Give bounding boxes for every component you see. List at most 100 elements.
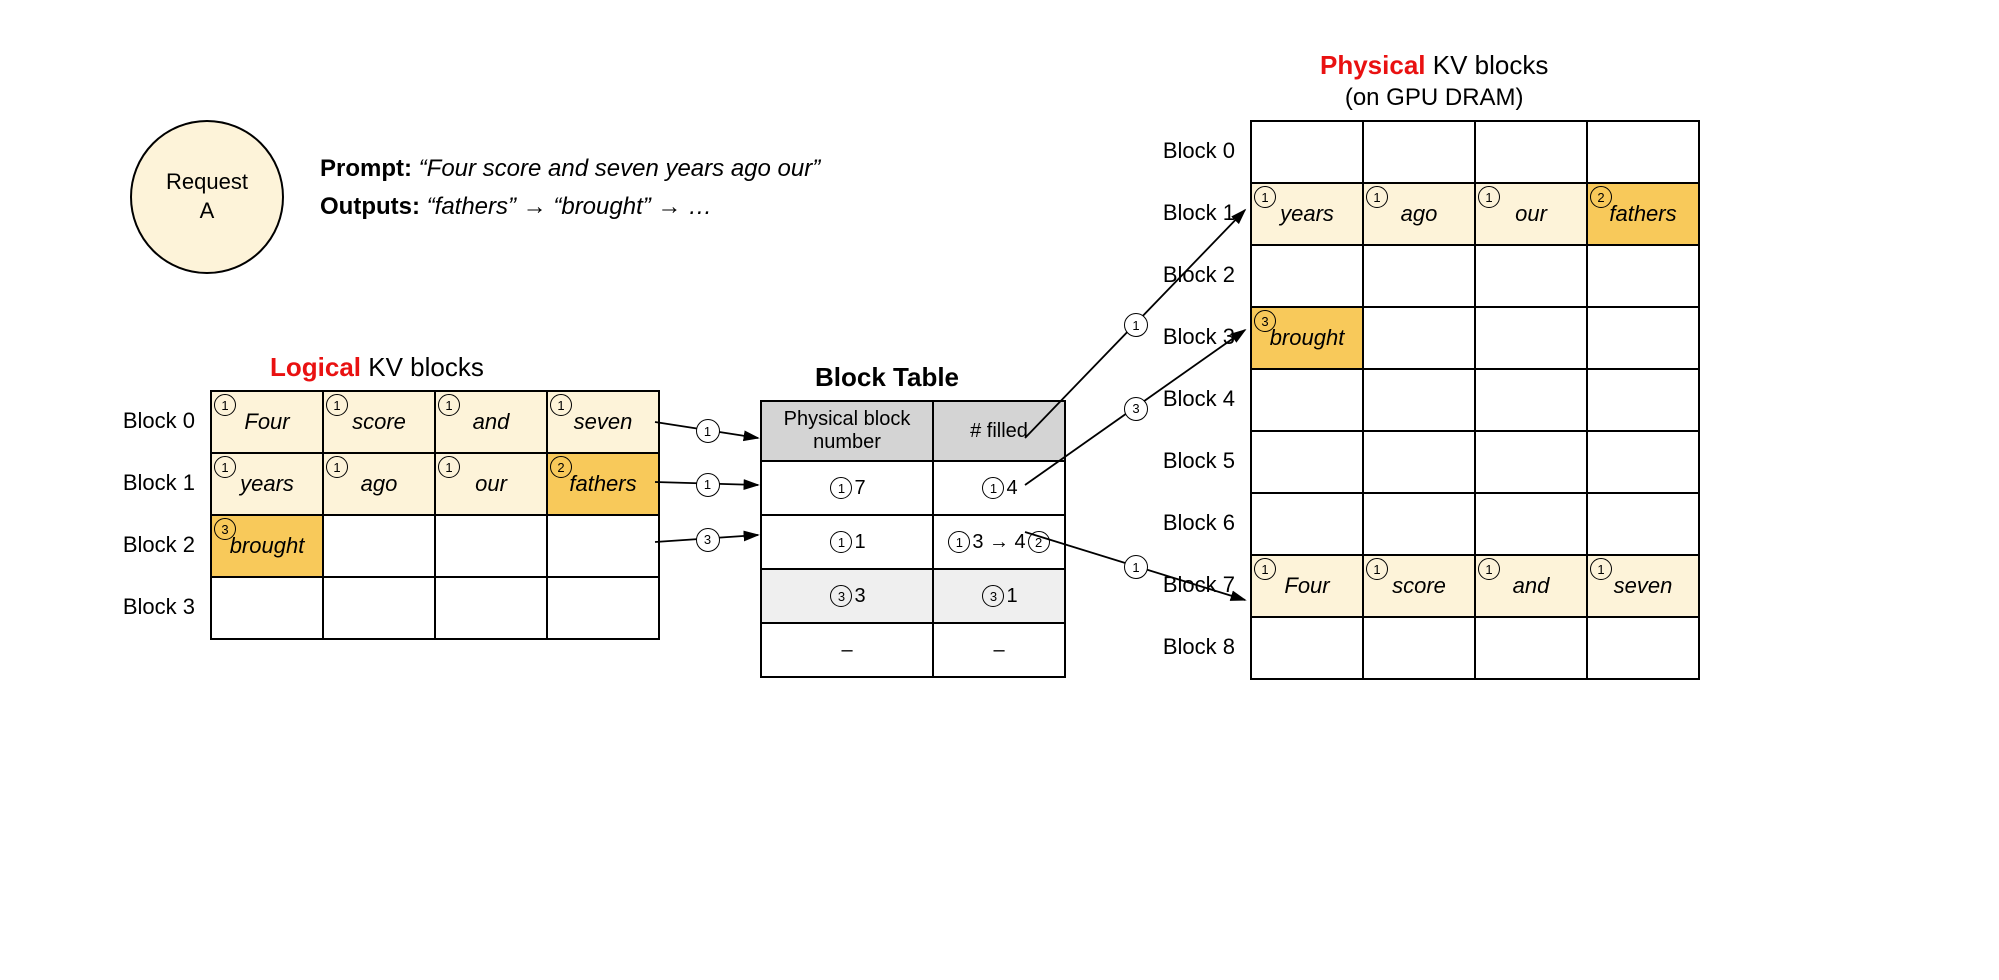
kv-cell: score1 [1363, 555, 1475, 617]
step-badge: 1 [326, 456, 348, 478]
kv-cell: brought3 [211, 515, 323, 577]
row-label: Block 0 [1145, 138, 1235, 164]
kv-cell [1587, 493, 1699, 555]
bt-filled: 31 [933, 569, 1065, 623]
step-badge: 3 [830, 585, 852, 607]
request-circle: Request A [130, 120, 284, 274]
step-badge: 1 [830, 477, 852, 499]
kv-cell [1251, 245, 1363, 307]
kv-cell [1363, 431, 1475, 493]
kv-cell [1251, 431, 1363, 493]
kv-cell [435, 577, 547, 639]
step-badge: 1 [696, 419, 720, 443]
prompt-label: Prompt: [320, 155, 412, 182]
step-badge: 1 [982, 477, 1004, 499]
kv-cell-text: score [1392, 573, 1446, 598]
step-badge: 1 [326, 394, 348, 416]
kv-cell [435, 515, 547, 577]
kv-cell [211, 577, 323, 639]
kv-cell [1363, 307, 1475, 369]
bt-physical-block: 33 [761, 569, 933, 623]
row-label: Block 1 [1145, 200, 1235, 226]
kv-cell-text: fathers [569, 471, 636, 496]
kv-cell: brought3 [1251, 307, 1363, 369]
request-label-2: A [200, 198, 215, 223]
bt-physical-block: 11 [761, 515, 933, 569]
step-badge: 1 [1366, 186, 1388, 208]
kv-cell: and 1 [1475, 555, 1587, 617]
kv-cell-text: brought [1270, 325, 1345, 350]
physical-title: Physical KV blocks (on GPU DRAM) [1320, 50, 1548, 112]
step-badge: 2 [1590, 186, 1612, 208]
kv-cell [1251, 617, 1363, 679]
kv-cell [1475, 307, 1587, 369]
logical-title: Logical KV blocks [270, 352, 484, 383]
step-badge: 3 [982, 585, 1004, 607]
kv-cell [323, 515, 435, 577]
kv-cell-text: score [352, 409, 406, 434]
kv-cell: fathers2 [1587, 183, 1699, 245]
kv-cell: and1 [435, 391, 547, 453]
step-badge: 1 [1124, 555, 1148, 579]
kv-cell: years1 [1251, 183, 1363, 245]
step-badge: 1 [830, 531, 852, 553]
block-table-title: Block Table [815, 362, 959, 393]
step-badge: 1 [1478, 558, 1500, 580]
kv-cell [1587, 369, 1699, 431]
row-label: Block 3 [1145, 324, 1235, 350]
row-label: Block 4 [1145, 386, 1235, 412]
step-badge: 3 [696, 528, 720, 552]
kv-cell-text: years [1280, 201, 1334, 226]
kv-cell [1475, 245, 1587, 307]
step-badge: 1 [214, 456, 236, 478]
logical-kv-table: Four1score1and1seven1years1ago1our1fathe… [210, 390, 660, 640]
step-badge: 3 [1254, 310, 1276, 332]
logical-title-red: Logical [270, 352, 361, 382]
kv-cell [1363, 245, 1475, 307]
kv-cell [1363, 617, 1475, 679]
outputs-label: Outputs: [320, 193, 420, 220]
kv-cell [1251, 493, 1363, 555]
step-badge: 3 [1124, 397, 1148, 421]
diagram-canvas: Request A Prompt: “Four score and seven … [40, 40, 1960, 940]
kv-cell: our1 [1475, 183, 1587, 245]
row-label: Block 7 [1145, 572, 1235, 598]
kv-cell [1587, 121, 1699, 183]
kv-cell-text: fathers [1609, 201, 1676, 226]
step-badge: 2 [550, 456, 572, 478]
kv-cell-text: seven [574, 409, 633, 434]
kv-cell [1475, 617, 1587, 679]
kv-cell-text: and [1513, 573, 1550, 598]
step-badge: 1 [1254, 186, 1276, 208]
physical-title-red: Physical [1320, 50, 1426, 80]
kv-cell [1363, 369, 1475, 431]
kv-cell-text: our [1515, 201, 1547, 226]
row-label: Block 2 [1145, 262, 1235, 288]
step-badge: 1 [438, 456, 460, 478]
kv-cell-text: ago [361, 471, 398, 496]
logical-title-rest: KV blocks [361, 352, 484, 382]
bt-col1: Physical block number [761, 401, 933, 461]
outputs-text: “fathers” → “brought” → … [427, 193, 712, 220]
kv-cell [1251, 121, 1363, 183]
kv-cell [1363, 493, 1475, 555]
kv-cell-text: ago [1401, 201, 1438, 226]
kv-cell [1475, 121, 1587, 183]
kv-cell [1475, 493, 1587, 555]
kv-cell [1587, 431, 1699, 493]
kv-cell [1475, 431, 1587, 493]
kv-cell [1363, 121, 1475, 183]
bt-col2: # filled [933, 401, 1065, 461]
kv-cell: seven1 [1587, 555, 1699, 617]
row-label: Block 6 [1145, 510, 1235, 536]
kv-cell-text: brought [230, 533, 305, 558]
row-label: Block 0 [105, 408, 195, 434]
step-badge: 1 [1254, 558, 1276, 580]
physical-kv-table: years1ago1our1fathers2brought3Four1score… [1250, 120, 1700, 680]
row-label: Block 2 [105, 532, 195, 558]
kv-cell-text: our [475, 471, 507, 496]
bt-filled: – [933, 623, 1065, 677]
step-badge: 1 [696, 473, 720, 497]
kv-cell [1251, 369, 1363, 431]
row-label: Block 8 [1145, 634, 1235, 660]
